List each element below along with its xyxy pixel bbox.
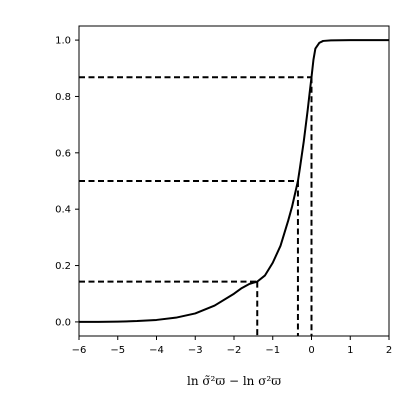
x-axis-ticks: −6 −5 −4 −3 −2 −1 0 1 2 bbox=[72, 336, 392, 356]
x-tick-label: 1 bbox=[347, 345, 353, 356]
x-tick-label: 0 bbox=[308, 345, 314, 356]
y-tick-label: 1.0 bbox=[55, 36, 71, 47]
x-tick-label: −6 bbox=[72, 345, 87, 356]
chart-marks bbox=[79, 39, 389, 336]
x-tick-label: −4 bbox=[149, 345, 164, 356]
x-tick-label: −1 bbox=[265, 345, 280, 356]
x-tick-label: 2 bbox=[386, 345, 392, 356]
y-tick-label: 0.6 bbox=[55, 148, 71, 159]
y-tick-label: 0.0 bbox=[55, 317, 71, 328]
cdf-curve bbox=[79, 39, 389, 323]
y-tick-label: 0.2 bbox=[55, 261, 71, 272]
y-axis-ticks: 0.0 0.2 0.4 0.6 0.8 1.0 bbox=[55, 36, 79, 328]
y-tick-label: 0.8 bbox=[55, 92, 71, 103]
x-tick-label: −5 bbox=[110, 345, 125, 356]
y-tick-label: 0.4 bbox=[55, 205, 71, 216]
x-axis-label: ln σ̃²ϖ − ln σ²ϖ bbox=[187, 374, 281, 388]
x-tick-label: −2 bbox=[227, 345, 242, 356]
x-tick-label: −3 bbox=[188, 345, 203, 356]
